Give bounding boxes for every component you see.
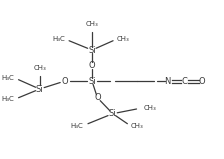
Text: CH₃: CH₃ bbox=[86, 21, 98, 27]
Text: C: C bbox=[182, 77, 188, 86]
Text: Si: Si bbox=[88, 77, 96, 86]
Text: O: O bbox=[94, 93, 101, 102]
Text: H₃C: H₃C bbox=[71, 123, 83, 129]
Text: Si: Si bbox=[88, 46, 96, 55]
Text: O: O bbox=[199, 77, 205, 86]
Text: CH₃: CH₃ bbox=[117, 36, 130, 42]
Text: H₃C: H₃C bbox=[2, 75, 15, 81]
Text: H₃C: H₃C bbox=[52, 36, 65, 42]
Text: Si: Si bbox=[36, 85, 43, 93]
Text: O: O bbox=[89, 61, 95, 70]
Text: CH₃: CH₃ bbox=[130, 123, 143, 129]
Text: CH₃: CH₃ bbox=[143, 105, 156, 111]
Text: O: O bbox=[61, 77, 68, 86]
Text: CH₃: CH₃ bbox=[33, 65, 46, 71]
Text: N: N bbox=[164, 77, 170, 86]
Text: Si: Si bbox=[109, 109, 116, 118]
Text: H₃C: H₃C bbox=[2, 96, 15, 102]
